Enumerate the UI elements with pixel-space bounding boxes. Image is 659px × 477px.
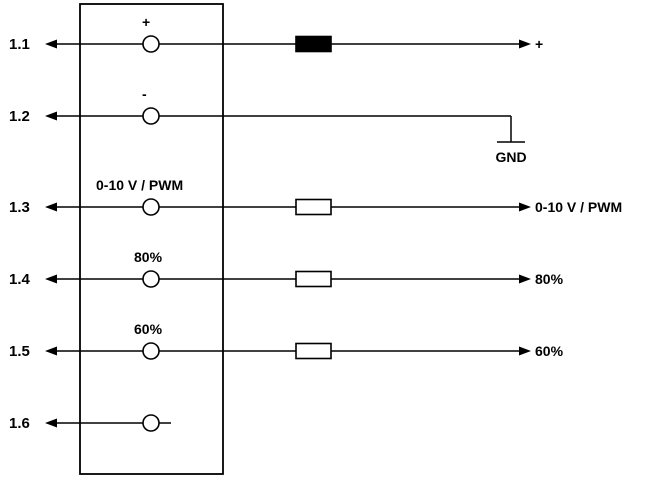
fuse-1-1 <box>295 35 332 53</box>
terminal-block <box>79 3 224 475</box>
terminal-label-1-4: 80% <box>134 249 163 265</box>
right-arrow-1-1 <box>519 39 531 49</box>
terminal-1-2 <box>142 107 160 125</box>
resistor-1-3 <box>295 198 332 216</box>
terminal-label-1-2: - <box>142 86 147 102</box>
terminal-1-1 <box>142 35 160 53</box>
pin-label-1-2: 1.2 <box>9 108 30 125</box>
terminal-1-4 <box>142 270 160 288</box>
left-arrow-1-3 <box>45 202 57 212</box>
left-arrow-1-5 <box>45 346 57 356</box>
left-arrow-1-6 <box>45 418 57 428</box>
terminal-1-5 <box>142 342 160 360</box>
resistor-1-5 <box>295 342 332 360</box>
output-label-1-1: + <box>535 36 543 52</box>
pin-label-1-5: 1.5 <box>9 343 30 360</box>
left-arrow-1-4 <box>45 274 57 284</box>
terminal-1-6 <box>142 414 160 432</box>
terminal-label-1-3: 0-10 V / PWM <box>96 177 183 193</box>
terminal-label-1-1: + <box>142 14 150 30</box>
output-label-1-3: 0-10 V / PWM <box>535 199 622 215</box>
terminal-label-1-5: 60% <box>134 321 163 337</box>
right-arrow-1-5 <box>519 346 531 356</box>
terminal-1-3 <box>142 198 160 216</box>
right-arrow-1-3 <box>519 202 531 212</box>
right-arrow-1-4 <box>519 274 531 284</box>
pin-label-1-3: 1.3 <box>9 199 30 216</box>
resistor-1-4 <box>295 270 332 288</box>
output-label-1-5: 60% <box>535 343 564 359</box>
output-label-1-4: 80% <box>535 271 564 287</box>
left-arrow-1-1 <box>45 39 57 49</box>
pin-label-1-4: 1.4 <box>9 271 31 288</box>
ground-label-1-2: GND <box>495 149 526 165</box>
pin-label-1-6: 1.6 <box>9 415 30 432</box>
left-arrow-1-2 <box>45 111 57 121</box>
pin-label-1-1: 1.1 <box>9 36 30 53</box>
